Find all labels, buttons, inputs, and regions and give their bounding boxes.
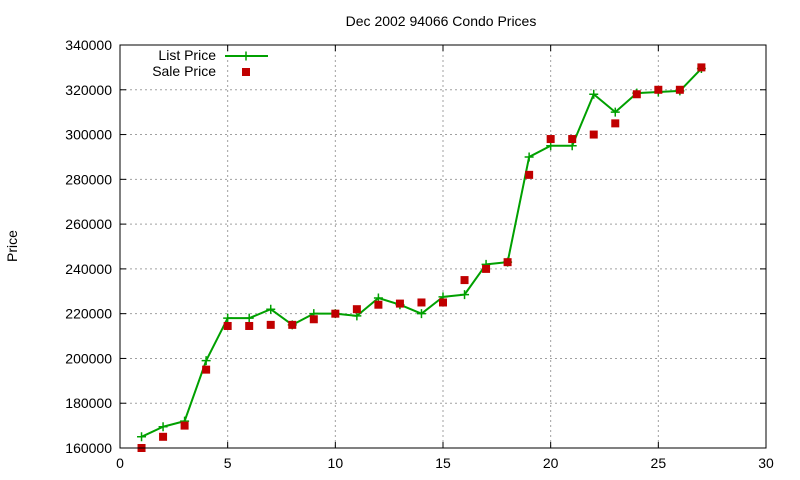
data-point-sale-price [503,258,512,267]
data-point-sale-price [568,135,577,144]
y-tick-label: 240000 [65,261,112,277]
plot-area [137,63,706,452]
chart-title: Dec 2002 94066 Condo Prices [346,13,537,29]
x-tick-label: 10 [328,455,344,471]
data-point-sale-price [546,135,555,144]
x-tick-label: 5 [224,455,232,471]
data-point-list-price [460,290,470,300]
data-point-sale-price [611,119,620,128]
data-point-sale-price [675,85,684,94]
x-tick-label: 30 [758,455,774,471]
data-point-sale-price [159,432,168,441]
y-tick-label: 200000 [65,350,112,366]
data-point-sale-price [395,299,404,308]
data-point-sale-price [202,365,211,374]
data-point-sale-price [697,63,706,72]
y-tick-label: 320000 [65,82,112,98]
data-point-list-price [201,356,211,366]
x-tick-label: 0 [116,455,124,471]
data-point-list-price [610,107,620,117]
data-point-sale-price [288,320,297,329]
y-tick-label: 180000 [65,395,112,411]
data-point-sale-price [180,421,189,430]
y-tick-label: 280000 [65,171,112,187]
plot-frame [119,44,767,449]
legend-entry-list-price: List Price [158,47,268,63]
data-point-sale-price [245,321,254,330]
y-tick-label: 340000 [65,37,112,53]
y-tick-label: 300000 [65,127,112,143]
data-point-list-price [416,309,426,319]
data-point-sale-price [417,298,426,307]
legend-label-list-price: List Price [158,47,216,63]
x-tick-label: 25 [651,455,667,471]
data-point-sale-price [352,305,361,314]
y-axis-label: Price [4,230,20,262]
data-point-list-price [524,152,534,162]
axis-ticks: 0 5 10 15 20 25 30 160000 180000 200000 220000 2400… [65,37,774,471]
data-point-sale-price [460,276,469,285]
data-point-sale-price [654,85,663,94]
data-point-sale-price [439,298,447,307]
data-point-sale-price [331,309,340,318]
legend-marker-sale-price [242,68,250,76]
data-point-list-price [223,313,233,323]
data-point-sale-price [309,315,318,324]
legend: List Price Sale Price [152,47,268,79]
data-point-sale-price [223,321,232,330]
data-point-list-price [158,422,168,432]
data-point-list-price [244,313,254,323]
data-point-sale-price [525,170,534,179]
legend-marker-list-price [241,51,251,61]
y-tick-label: 260000 [65,216,112,232]
y-tick-label: 160000 [65,440,112,456]
grid [120,45,766,448]
data-point-list-price [589,89,599,99]
data-point-sale-price [374,300,383,309]
legend-entry-sale-price: Sale Price [152,63,250,79]
data-point-list-price [137,432,147,442]
x-tick-label: 15 [435,455,451,471]
data-point-sale-price [632,90,641,99]
legend-label-sale-price: Sale Price [152,63,216,79]
data-point-sale-price [589,130,598,139]
data-point-sale-price [482,264,491,273]
data-point-sale-price [266,320,275,329]
x-tick-label: 20 [543,455,559,471]
y-tick-label: 220000 [65,306,112,322]
data-point-list-price [266,304,276,314]
